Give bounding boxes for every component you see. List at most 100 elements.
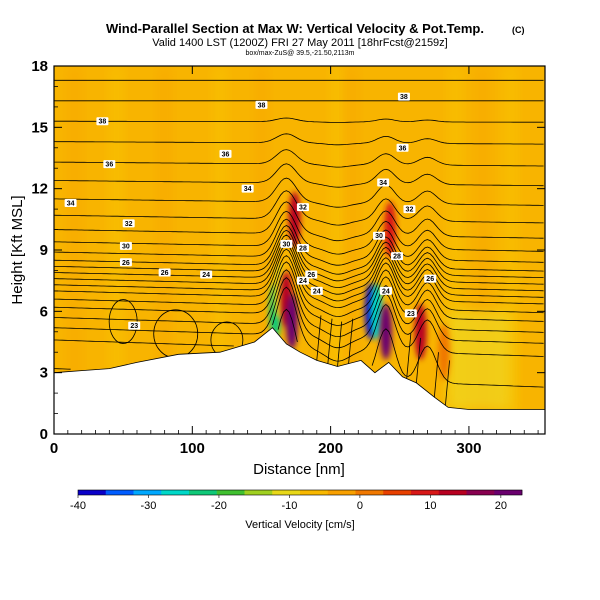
contour-label: 26 [119, 258, 132, 267]
contour-label: 24 [379, 286, 392, 295]
contour-label: 38 [255, 100, 268, 109]
contour-label-text: 26 [161, 270, 169, 277]
chart-title-mark: (C) [512, 25, 525, 35]
plot-area: 38 38 38 36 36 36 34 34 34 32 32 32 30 30 30 28 28 26 26 26… [54, 66, 545, 434]
isentrope [54, 277, 544, 349]
contour-label-text: 30 [375, 233, 383, 240]
contour-label: 23 [128, 321, 141, 330]
isentrope-segment [348, 318, 354, 364]
isentrope [54, 163, 544, 188]
contour-label-text: 38 [99, 119, 107, 126]
isentrope [54, 177, 544, 208]
contour-label-text: 23 [130, 323, 138, 330]
y-tick-label: 9 [40, 242, 48, 259]
isentrope-segment [327, 318, 333, 364]
isentrope-segment [406, 333, 412, 379]
x-tick-label: 200 [318, 440, 343, 457]
y-tick-label: 15 [31, 119, 48, 136]
y-axis-label: Height [Kft MSL] [9, 195, 26, 304]
contour-label: 23 [404, 309, 417, 318]
y-tick-label: 18 [31, 58, 48, 75]
shading-band [345, 66, 358, 434]
shading-band [213, 66, 226, 434]
velocity-cell [438, 324, 451, 381]
colorbar-tick-label: -30 [141, 500, 157, 512]
velocity-cell [384, 201, 397, 258]
colorbar-swatch [355, 490, 384, 495]
isentrope [54, 261, 544, 326]
isentrope [54, 229, 544, 282]
colorbar-swatch [494, 490, 523, 495]
isentrope-loop [108, 299, 138, 344]
contour-label-text: 30 [282, 241, 290, 248]
isentrope [54, 244, 544, 302]
isentrope [54, 210, 544, 255]
contour-label-text: 36 [399, 145, 407, 152]
shading-band [448, 311, 511, 410]
contour-label: 30 [280, 239, 293, 248]
colorbar-tick-label: 20 [495, 500, 507, 512]
isentrope [54, 218, 544, 266]
contour-label: 26 [424, 274, 437, 283]
colorbar-tick-label: 10 [424, 500, 436, 512]
contour-label-text: 34 [67, 200, 75, 207]
colorbar-swatch [78, 490, 107, 495]
isentrope-segment [433, 352, 439, 398]
colorbar: -40 -30 -20 -10 0 10 20 [70, 489, 523, 512]
contour-label-text: 38 [258, 102, 266, 109]
colorbar-label: Vertical Velocity [cm/s] [245, 519, 354, 531]
colorbar-swatch [327, 490, 356, 495]
chart-subtitle: Valid 1400 LST (1200Z) FRI 27 May 2011 [… [152, 37, 448, 49]
contour-label-text: 26 [307, 272, 315, 279]
isentrope [54, 248, 544, 309]
colorbar-swatch [300, 490, 329, 495]
colorbar-swatch [216, 490, 245, 495]
velocity-cell [414, 303, 427, 360]
colorbar-swatch [438, 490, 467, 495]
contour-label-text: 36 [222, 151, 230, 158]
y-tick-label: 3 [40, 365, 48, 382]
contour-label-text: 34 [379, 180, 387, 187]
contour-label-text: 28 [393, 254, 401, 261]
y-tick-label: 12 [31, 181, 48, 198]
contour-label: 28 [296, 243, 309, 252]
terrain [54, 327, 545, 434]
contour-labels: 38 38 38 36 36 36 34 34 34 32 32 32 30 30 30 28 28 26 26 26… [64, 92, 437, 330]
contour-label-text: 28 [299, 245, 307, 252]
contour-label: 38 [96, 117, 109, 126]
colorbar-tick-label: 0 [357, 500, 363, 512]
contour-label-text: 32 [299, 205, 307, 212]
colorbar-swatch [272, 490, 301, 495]
contour-label: 26 [158, 268, 171, 277]
colorbar-frame [77, 489, 523, 496]
shading-band [158, 66, 171, 434]
isentrope [54, 234, 544, 288]
colorbar-swatch [244, 490, 273, 495]
contour-label-text: 24 [382, 288, 390, 295]
contour-label: 38 [397, 92, 410, 101]
chart-info-line: box/max-ZuS@ 39.5,-21.50,2113m [246, 50, 355, 57]
y-tick-label: 6 [40, 303, 48, 320]
chart-title: Wind-Parallel Section at Max W: Vertical… [106, 21, 484, 36]
isentrope-segment [316, 315, 322, 361]
colorbar-tick-label: -10 [281, 500, 297, 512]
x-tick-label: 300 [456, 440, 481, 457]
contour-label: 26 [305, 270, 318, 279]
shading-band [331, 66, 344, 434]
contour-label-text: 26 [122, 260, 130, 267]
isentrope-segment [337, 321, 343, 367]
contour-label-text: 24 [313, 288, 321, 295]
velocity-cell [285, 293, 298, 350]
velocity-cell [379, 303, 392, 360]
contour-label-text: 32 [125, 221, 133, 228]
isentrope [54, 149, 544, 168]
contour-label-text: 30 [122, 243, 130, 250]
contour-label: 32 [122, 219, 135, 228]
x-tick-label: 100 [180, 440, 205, 457]
isentrope [54, 269, 544, 338]
contour-label-text: 32 [406, 207, 414, 214]
contour-label: 34 [241, 184, 254, 193]
colorbar-swatch [189, 490, 218, 495]
isentrope-segment [415, 337, 421, 383]
